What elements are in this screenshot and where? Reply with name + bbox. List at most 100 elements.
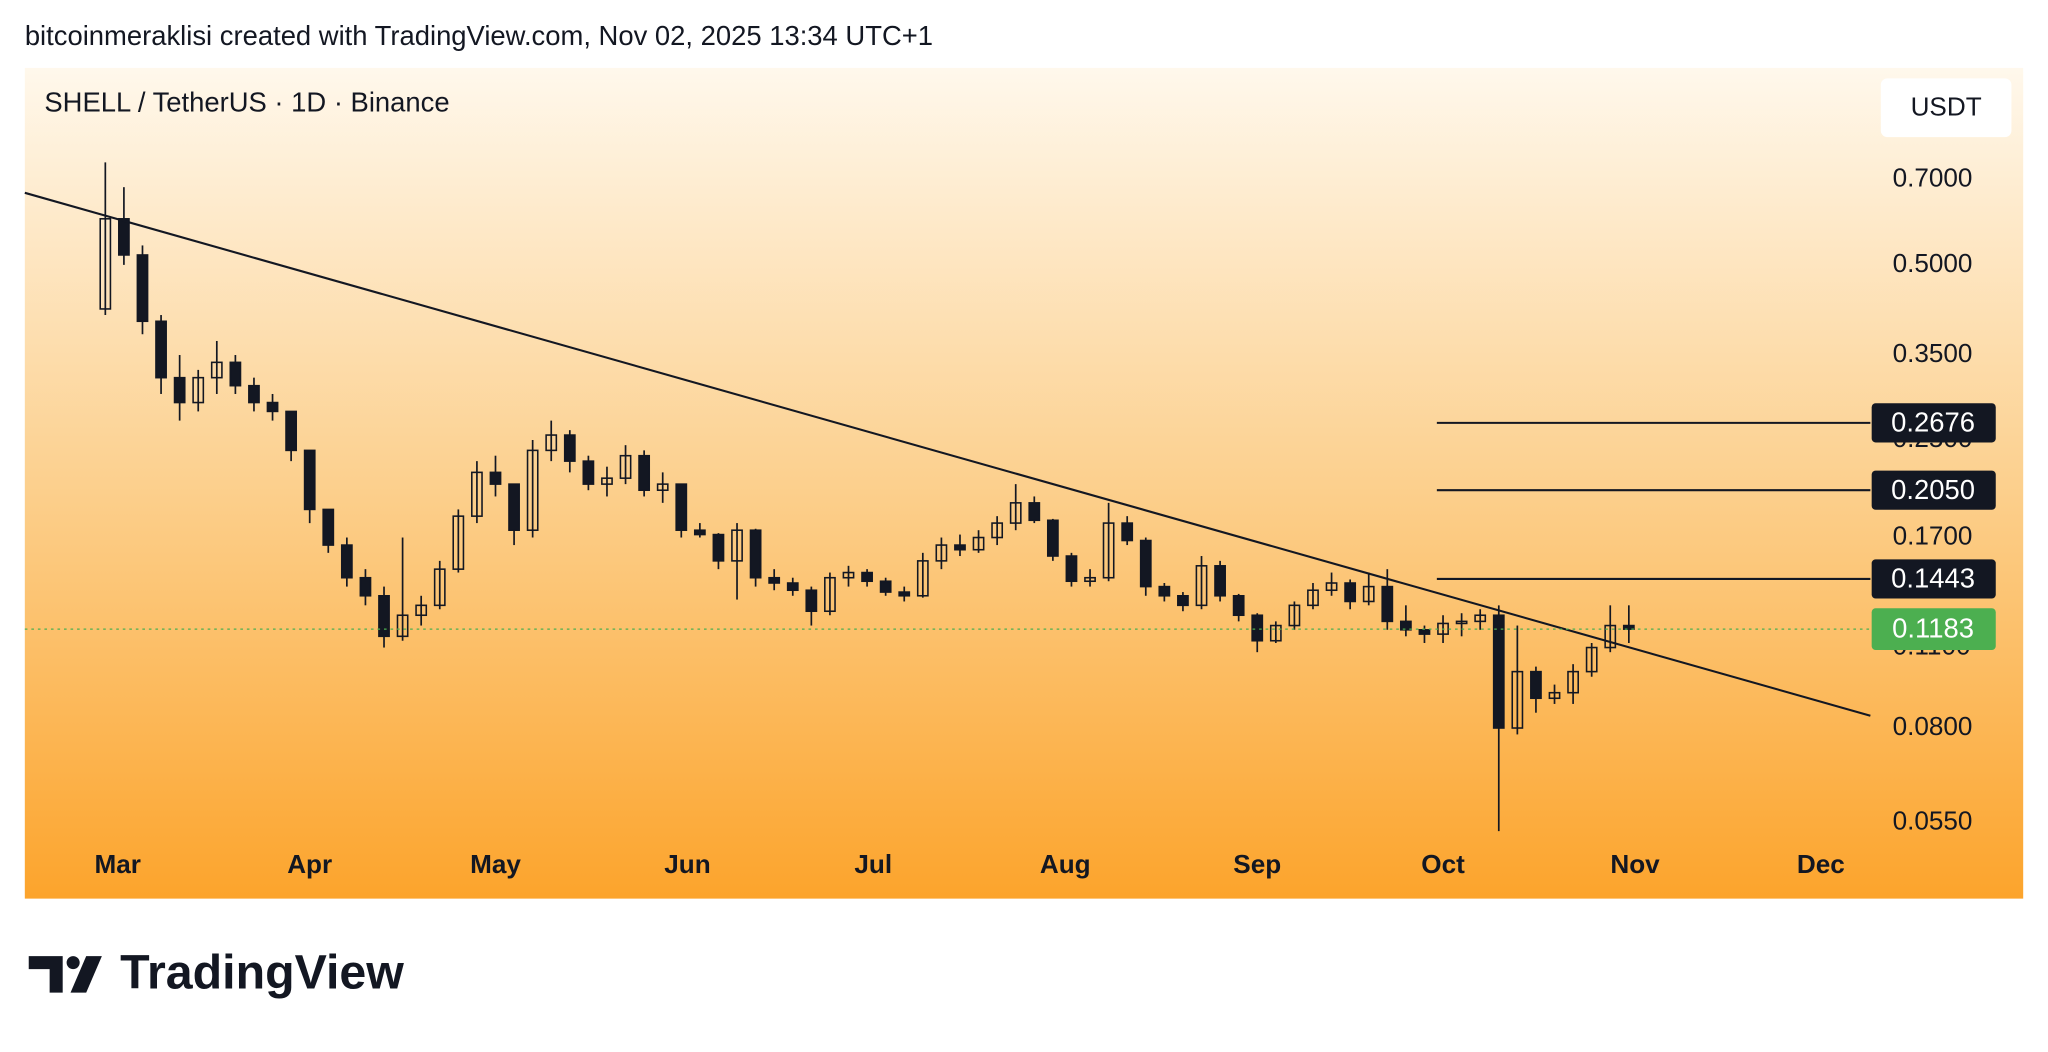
candle-body (136, 254, 149, 323)
candle-body (545, 434, 558, 452)
candle-body (638, 454, 651, 491)
candle-body (768, 576, 781, 584)
x-tick-label: Sep (1233, 849, 1281, 879)
currency-box (1880, 78, 2012, 138)
candle-body (1195, 565, 1208, 607)
candle-body (1251, 614, 1264, 642)
candle-body (192, 376, 205, 404)
trendline (24, 191, 1871, 717)
candle-body (489, 471, 502, 485)
candle-body (155, 320, 167, 379)
candle-body (786, 582, 799, 592)
logo (28, 956, 102, 993)
candle-body (1288, 604, 1301, 627)
candle-body (210, 361, 223, 379)
x-tick-label: Dec (1797, 849, 1845, 879)
candle-body (452, 515, 465, 570)
y-tick-label: 0.7000 (1893, 163, 1973, 193)
x-tick-label: Oct (1421, 849, 1465, 879)
x-tick-label: Mar (94, 849, 140, 879)
candle-body (1567, 670, 1579, 694)
x-tick-label: May (470, 849, 521, 879)
candle-body (1325, 582, 1338, 592)
candle-body (396, 614, 409, 638)
candle-body (1455, 620, 1468, 625)
candle-body (1269, 624, 1282, 642)
candle-body (1009, 502, 1022, 524)
candle-body (1418, 629, 1431, 635)
candle-body (303, 449, 316, 511)
candle-body (861, 571, 873, 583)
candle-body (266, 401, 279, 413)
candle-body (1511, 670, 1524, 729)
candle-body (1530, 670, 1542, 700)
chart-title: SHELL / TetherUS · 1D · Binance (44, 87, 449, 118)
candle-body (749, 529, 762, 579)
candle-body (693, 529, 706, 536)
candle-body (1102, 522, 1115, 579)
candle-body (824, 576, 836, 613)
level-label: 0.2676 (1891, 406, 1975, 437)
level-label: 0.1443 (1891, 563, 1975, 594)
candle-body (898, 591, 911, 597)
x-tick-label: Nov (1610, 849, 1660, 879)
brand: TradingView (120, 945, 404, 999)
candle-body (173, 376, 186, 404)
y-tick-label: 0.5000 (1893, 248, 1973, 278)
candle-body (471, 471, 483, 517)
candle-body (1585, 646, 1598, 673)
candle-body (991, 522, 1004, 539)
candle-body (842, 571, 855, 579)
candle-body (1548, 691, 1561, 700)
candle-body (1604, 624, 1617, 649)
candle-body (526, 449, 539, 531)
candle-body (99, 218, 112, 310)
x-tick-label: Jun (664, 849, 710, 879)
candle-body (229, 361, 242, 387)
candle-body (359, 576, 372, 597)
last-price-label: 0.1183 (1892, 613, 1974, 644)
candle-body (935, 544, 948, 562)
candle-body (508, 483, 520, 531)
candle-body (285, 410, 298, 452)
level-badge (1871, 403, 1996, 443)
y-tick-label: 0.1700 (1893, 520, 1973, 550)
candle-body (1492, 614, 1505, 729)
candle-body (1362, 585, 1375, 603)
chart-area (24, 67, 2024, 899)
candle-body (879, 580, 892, 593)
candle-body (1474, 614, 1487, 623)
x-tick-label: Aug (1040, 849, 1091, 879)
candle-body (563, 434, 576, 462)
plot: 0.70000.50000.35000.25000.17000.11000.08… (24, 162, 1996, 879)
x-tick-label: Apr (287, 849, 332, 879)
candle-body (1399, 620, 1412, 631)
candle-body (1214, 565, 1226, 597)
candle-body (1177, 595, 1189, 607)
candle-body (340, 544, 353, 579)
candle-body (1381, 585, 1394, 623)
candle-body (248, 384, 260, 404)
candle-body (675, 483, 688, 531)
candle-body (1084, 576, 1096, 583)
candle-body (322, 508, 335, 546)
header: bitcoinmeraklisi created with TradingVie… (25, 20, 933, 51)
candle-body (1344, 582, 1357, 603)
candle-body (972, 536, 985, 551)
level-label: 0.2050 (1891, 474, 1975, 505)
candle-body (1121, 522, 1134, 542)
candle-body (954, 544, 966, 551)
candle-body (118, 218, 130, 256)
candle-body (1158, 585, 1171, 597)
candle-body (1622, 624, 1635, 630)
candle-body (805, 589, 818, 613)
level-badge (1871, 470, 1996, 510)
candle-body (582, 460, 595, 485)
candle-body (1046, 519, 1059, 557)
currency: USDT (1911, 91, 1982, 121)
candle-body (1028, 502, 1041, 522)
candle-body (656, 483, 669, 491)
candle-body (619, 454, 632, 479)
